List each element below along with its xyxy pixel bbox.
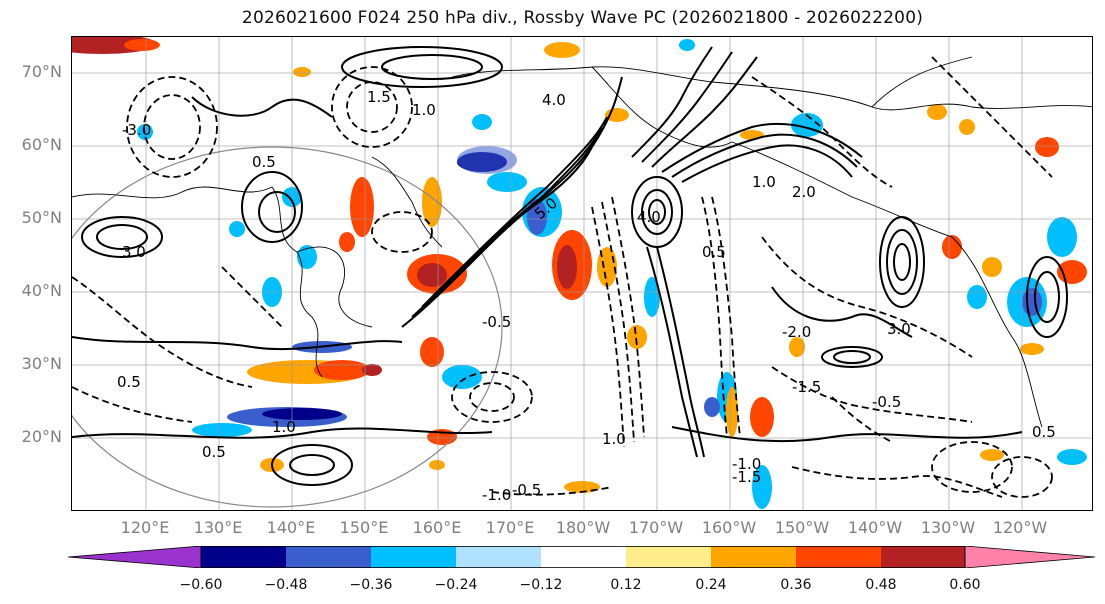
colorbar-tick: 0.60 [949, 577, 981, 593]
contour-label: 0.5 [1032, 423, 1056, 441]
lat-label-40n: 40°N [21, 281, 62, 300]
lon-label-130e: 130°E [193, 518, 243, 537]
colorbar-bin [286, 546, 371, 568]
lon-label-140e: 140°E [266, 518, 316, 537]
lat-label-70n: 70°N [21, 62, 62, 81]
contour-label: 1.5 [367, 88, 391, 106]
contour-label: 1.0 [602, 430, 626, 448]
colorbar-bin [626, 546, 711, 568]
colorbar-extend-high [964, 546, 1096, 568]
contour-label: 4.0 [542, 91, 566, 109]
contour-label: 0.5 [702, 243, 726, 261]
colorbar-tick: −0.24 [434, 577, 478, 593]
contour-label: -0.5 [482, 313, 511, 331]
contour-label: -3.0 [122, 121, 151, 139]
contour-label: -1.0 [732, 455, 761, 473]
lat-label-60n: 60°N [21, 135, 62, 154]
lon-label-160e: 160°E [412, 518, 462, 537]
contour-label: 3.0 [887, 320, 911, 338]
colorbar-tick: 0.24 [695, 577, 727, 593]
contour-label: -2.0 [782, 323, 811, 341]
lon-label-140w: 140°W [847, 518, 903, 537]
colorbar-bin [796, 546, 881, 568]
contour-label: -1.0 [482, 486, 511, 504]
lon-label-180w: 180°W [555, 518, 611, 537]
colorbar-tick: −0.36 [349, 577, 393, 593]
lon-label-160w: 160°W [701, 518, 757, 537]
lat-label-20n: 20°N [21, 427, 62, 446]
colorbar-bin [711, 546, 796, 568]
reference-circle [72, 146, 503, 508]
negative-contours [72, 56, 1053, 498]
colorbar-tick: −0.12 [519, 577, 563, 593]
colorbar-extend-low [68, 546, 202, 568]
colorbar-tick: 0.36 [780, 577, 812, 593]
contour-label: 0.5 [252, 153, 276, 171]
contour-label: 0.5 [202, 443, 226, 461]
contour-label: 1.0 [272, 418, 296, 436]
lon-label-150w: 150°W [774, 518, 830, 537]
colorbar-tick: −0.48 [264, 577, 308, 593]
contour-label: -0.5 [512, 481, 541, 499]
colorbar-bin [456, 546, 541, 568]
colorbar-tick: 0.12 [610, 577, 642, 593]
contour-label: 0.5 [117, 373, 141, 391]
contour-labels: 5.0 4.0 4.0 3.0 3.0 2.0 1.5 1.0 1.0 1.0 … [117, 88, 1056, 504]
colorbar-tick: −0.60 [179, 577, 223, 593]
contour-label: -0.5 [872, 393, 901, 411]
contour-label: 2.0 [792, 183, 816, 201]
colorbar-bin [881, 546, 965, 568]
map-canvas[interactable]: 5.0 4.0 4.0 3.0 3.0 2.0 1.5 1.0 1.0 1.0 … [72, 37, 1093, 511]
lon-label-170w: 170°W [628, 518, 684, 537]
lat-label-30n: 30°N [21, 354, 62, 373]
lon-label-120w: 120°W [992, 518, 1048, 537]
map-title: 2026021600 F024 250 hPa div., Rossby Wav… [241, 8, 924, 28]
colorbar-bin [371, 546, 456, 568]
contour-label: 3.0 [122, 243, 146, 261]
map-panel[interactable]: 5.0 4.0 4.0 3.0 3.0 2.0 1.5 1.0 1.0 1.0 … [71, 36, 1093, 511]
coastlines [72, 56, 1092, 428]
contour-label: 1.0 [752, 173, 776, 191]
colorbar-bin [201, 546, 286, 568]
contour-label: 4.0 [637, 208, 661, 226]
lon-label-120e: 120°E [120, 518, 170, 537]
lon-label-130w: 130°W [920, 518, 976, 537]
contour-label: -1.5 [792, 378, 821, 396]
lon-label-170e: 170°E [485, 518, 535, 537]
contour-label: -1.5 [732, 468, 761, 486]
contour-label: 1.0 [412, 101, 436, 119]
lon-label-150e: 150°E [339, 518, 389, 537]
colorbar [68, 546, 1096, 568]
graticule [72, 37, 1092, 510]
lat-label-50n: 50°N [21, 208, 62, 227]
colorbar-tick: 0.48 [865, 577, 897, 593]
colorbar-bin [541, 546, 626, 568]
